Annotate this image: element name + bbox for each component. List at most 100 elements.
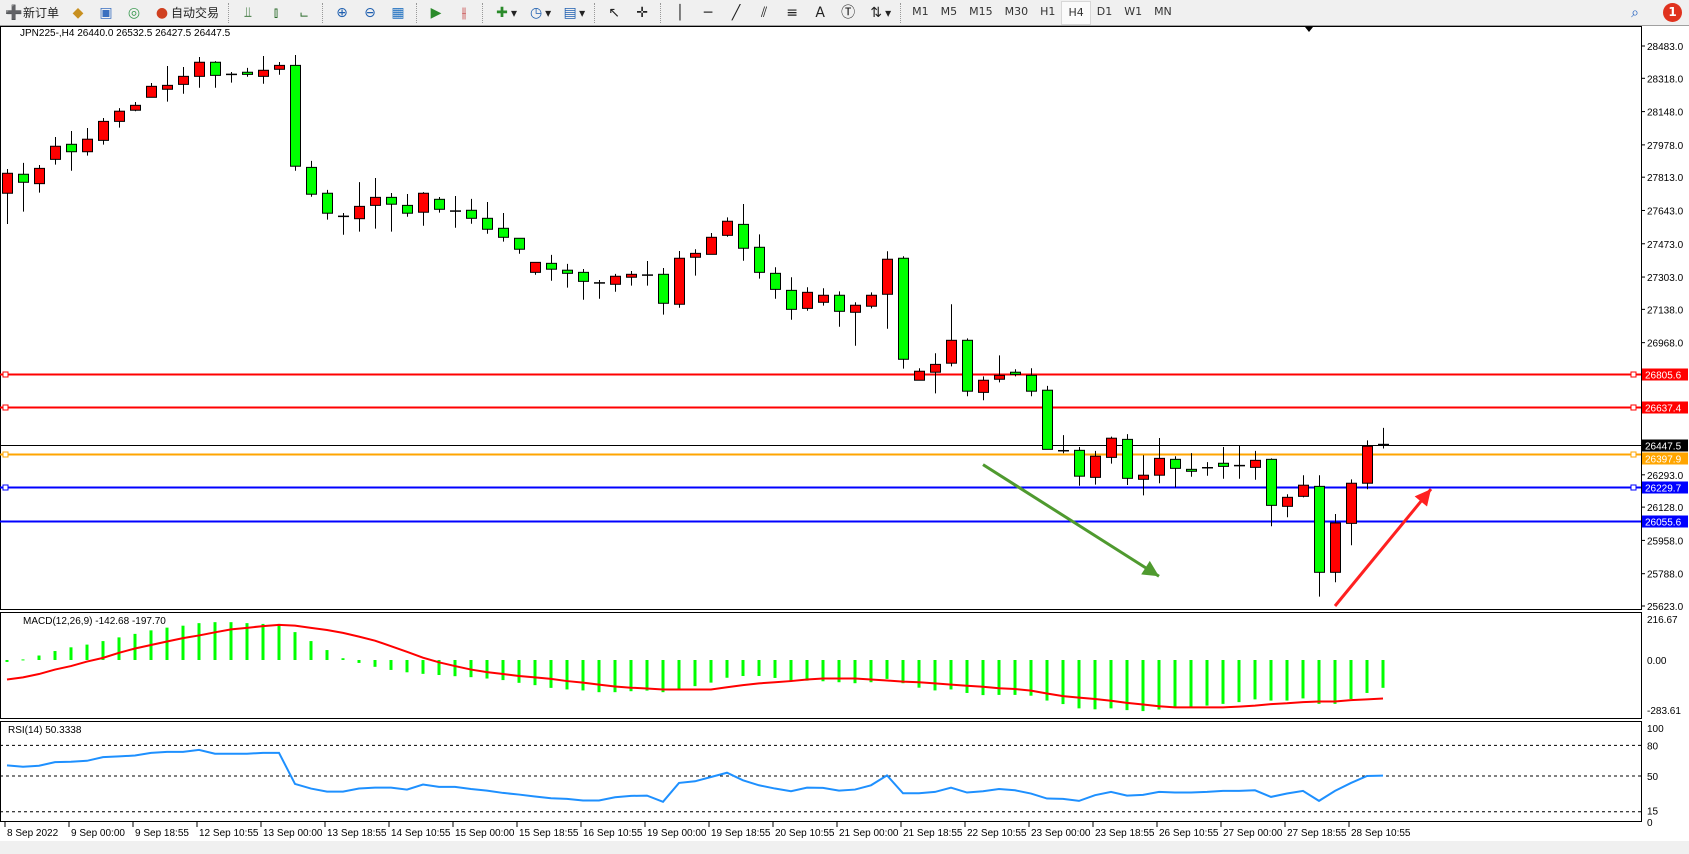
market-watch-button[interactable]: ◆	[65, 2, 91, 24]
time-tick-label: 27 Sep 18:55	[1287, 828, 1347, 839]
equidistant-channel-button[interactable]: ⫽	[751, 2, 777, 24]
chat-button[interactable]: ◌1	[1650, 2, 1688, 24]
bar-chart-icon: ⫫	[244, 4, 252, 21]
time-tick-label: 23 Sep 00:00	[1031, 828, 1091, 839]
candle-body	[1154, 457, 1165, 476]
time-tick-label: 13 Sep 00:00	[263, 828, 323, 839]
candlestick-chart-button[interactable]: ⫾	[263, 2, 289, 24]
search-icon: ⌕	[1631, 4, 1639, 21]
macd-pane	[5, 622, 1385, 712]
tile-windows-button[interactable]: ▦	[385, 2, 411, 24]
horizontal-line-button[interactable]: ─	[695, 2, 721, 24]
horizontal-line-icon: ─	[703, 4, 713, 21]
auto-trading-button[interactable]: ● 自动交易	[149, 2, 223, 24]
new-order-button[interactable]: ➕ 新订单	[1, 2, 63, 24]
macd-histogram-bar	[85, 644, 89, 660]
candle-body	[1362, 445, 1373, 484]
candle-body	[786, 289, 797, 310]
auto-scroll-button[interactable]: ▶	[423, 2, 449, 24]
main-pane-frame	[0, 26, 1642, 610]
text-button[interactable]: A	[807, 2, 833, 24]
macd-histogram-bar	[1173, 660, 1177, 708]
text-label-button[interactable]: Ⓣ	[835, 2, 861, 24]
arrows-button[interactable]: ⇅ ▾	[863, 2, 895, 24]
macd-histogram-bar	[1141, 660, 1145, 712]
timeframe-d1[interactable]: D1	[1096, 5, 1113, 18]
line-chart-button[interactable]: ⨽	[291, 2, 317, 24]
time-tick-label: 28 Sep 10:55	[1351, 828, 1411, 839]
timeframe-mn[interactable]: MN	[1154, 5, 1172, 18]
macd-label: MACD(12,26,9) -142.68 -197.70	[23, 616, 166, 627]
macd-histogram-bar	[949, 660, 953, 690]
timeframe-h4[interactable]: H4	[1061, 0, 1091, 25]
macd-histogram-bar	[517, 660, 521, 683]
candle-body	[1090, 455, 1101, 478]
zoom-out-button[interactable]: ⊖	[357, 2, 383, 24]
timeframe-m15[interactable]: M15	[969, 5, 993, 18]
macd-histogram-bar	[1365, 660, 1369, 693]
bar-chart-button[interactable]: ⫫	[235, 2, 261, 24]
macd-histogram-bar	[805, 660, 809, 681]
candle-body	[194, 61, 205, 77]
macd-histogram-bar	[1029, 660, 1033, 696]
chart-canvas[interactable]: 26805.6 26637.4 26447.5 26397.9 26229.7 26055…	[0, 26, 1689, 851]
time-tick-label: 27 Sep 00:00	[1223, 828, 1283, 839]
macd-histogram-bar	[1109, 660, 1113, 709]
trendline-icon: ╱	[731, 4, 741, 21]
macd-histogram-bar	[1221, 660, 1225, 704]
macd-histogram-bar	[661, 660, 665, 693]
arrow-head	[1141, 560, 1159, 577]
macd-histogram-bar	[869, 660, 873, 683]
candle-body	[578, 271, 589, 282]
price-tick-label: 26968.0	[1647, 339, 1684, 350]
timeframe-m5[interactable]: M5	[940, 5, 958, 18]
candle-body	[626, 273, 637, 278]
new-order-icon: ➕	[5, 4, 23, 21]
macd-histogram-bar	[197, 623, 201, 660]
candle-body	[994, 374, 1005, 380]
macd-histogram-bar	[901, 660, 905, 684]
navigator-button[interactable]: ▣	[93, 2, 119, 24]
indicators-button[interactable]: ✚ ▾	[489, 2, 521, 24]
candle-body	[66, 143, 77, 153]
timeframe-h1[interactable]: H1	[1040, 5, 1056, 18]
search-button[interactable]: ⌕	[1622, 2, 1648, 24]
candle-body	[1106, 437, 1117, 458]
time-tick-label: 20 Sep 10:55	[775, 828, 835, 839]
zoom-in-button[interactable]: ⊕	[329, 2, 355, 24]
price-tick-label: 27473.0	[1647, 240, 1684, 251]
candle-body	[978, 379, 989, 393]
chart-shift-button[interactable]: ⫲	[451, 2, 477, 24]
macd-histogram-bar	[229, 622, 233, 660]
price-level-tag	[1642, 368, 1688, 381]
candle-body	[1314, 485, 1325, 573]
macd-histogram-bar	[389, 660, 393, 670]
fibonacci-icon: ≡	[786, 4, 798, 21]
candle-body	[914, 370, 925, 381]
macd-histogram-bar	[453, 660, 457, 677]
vertical-line-button[interactable]: │	[667, 2, 693, 24]
time-tick-label: 9 Sep 00:00	[71, 828, 125, 839]
toolbar-separator	[322, 2, 324, 23]
periods-button[interactable]: ◷ ▾	[523, 2, 555, 24]
cursor-button[interactable]: ↖	[601, 2, 627, 24]
macd-histogram-bar	[1093, 660, 1097, 710]
rsi-tick-label: 15	[1647, 807, 1659, 818]
macd-histogram-bar	[165, 627, 169, 660]
candle-body	[1250, 459, 1261, 468]
candle-body	[290, 64, 301, 167]
templates-button[interactable]: ▤ ▾	[557, 2, 589, 24]
trendline-button[interactable]: ╱	[723, 2, 749, 24]
timeframe-m1[interactable]: M1	[912, 5, 929, 18]
chart-window[interactable]: 26805.6 26637.4 26447.5 26397.9 26229.7 26055…	[0, 26, 1689, 851]
time-tick-label: 8 Sep 2022	[7, 828, 59, 839]
equidistant-channel-icon: ⫽	[761, 4, 768, 21]
price-level-tag	[1642, 439, 1688, 452]
timeframe-m30[interactable]: M30	[1004, 5, 1029, 18]
fibonacci-button[interactable]: ≡	[779, 2, 805, 24]
timeframe-w1[interactable]: W1	[1124, 5, 1143, 18]
level-anchor	[1630, 451, 1637, 458]
pane-frames	[0, 26, 1642, 822]
signals-button[interactable]: ◎	[121, 2, 147, 24]
crosshair-button[interactable]: ✛	[629, 2, 655, 24]
